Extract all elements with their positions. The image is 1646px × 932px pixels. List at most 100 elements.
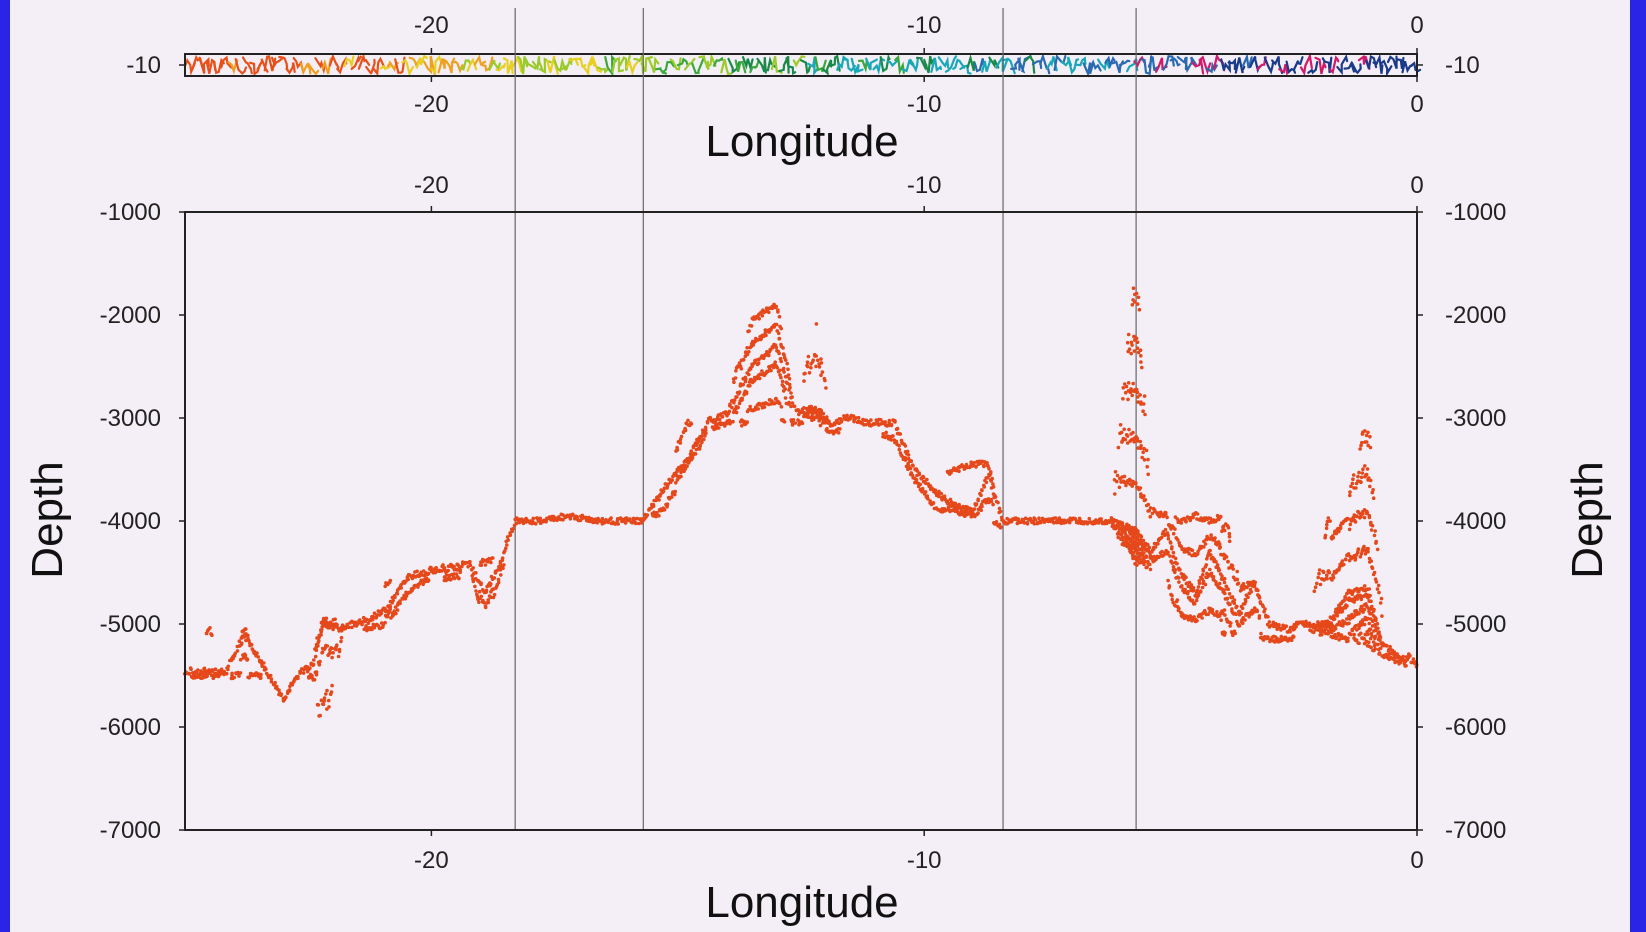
depth-point: [312, 658, 316, 662]
depth-point: [745, 390, 749, 394]
depth-point: [509, 533, 513, 537]
depth-point: [1231, 567, 1235, 571]
depth-point: [292, 680, 296, 684]
depth-point: [1225, 555, 1229, 559]
depth-point: [1136, 346, 1140, 350]
depth-point: [821, 370, 825, 374]
contour-line: [692, 59, 703, 73]
depth-point: [1127, 333, 1131, 337]
depth-point: [1122, 386, 1126, 390]
depth-point: [325, 689, 329, 693]
depth-point: [469, 563, 473, 567]
depth-point: [822, 412, 826, 416]
depth-point: [1142, 551, 1146, 555]
depth-y-tick-label-left: -7000: [100, 817, 161, 844]
depth-point: [884, 431, 888, 435]
depth-point: [1351, 477, 1355, 481]
depth-point: [1328, 571, 1332, 575]
depth-point: [1313, 589, 1317, 593]
depth-point: [975, 502, 979, 506]
depth-point: [806, 365, 810, 369]
depth-point: [744, 377, 748, 381]
depth-point: [484, 606, 488, 610]
depth-point: [1347, 622, 1351, 626]
contour-strip-x-tick-label-top: 0: [1410, 12, 1423, 39]
depth-point: [1228, 535, 1232, 539]
depth-point: [1404, 664, 1408, 668]
depth-point: [1259, 632, 1263, 636]
depth-point: [1241, 622, 1245, 626]
depth-point: [1359, 480, 1363, 484]
depth-point: [280, 692, 284, 696]
depth-y-tick-label-left: -3000: [100, 405, 161, 432]
depth-point: [747, 350, 751, 354]
depth-point: [1141, 451, 1145, 455]
depth-point: [308, 666, 312, 670]
depth-point: [299, 670, 303, 674]
depth-point: [1336, 614, 1340, 618]
depth-point: [1136, 340, 1140, 344]
depth-point: [1363, 584, 1367, 588]
depth-point: [1368, 516, 1372, 520]
depth-point: [1175, 562, 1179, 566]
depth-point: [673, 490, 677, 494]
depth-point: [1363, 429, 1367, 433]
depth-point: [388, 607, 392, 611]
depth-point: [1208, 549, 1212, 553]
depth-point: [1130, 343, 1134, 347]
depth-y-tick-label-right: -1000: [1445, 199, 1506, 226]
depth-point: [1209, 553, 1213, 557]
depth-point: [1126, 398, 1130, 402]
depth-point: [675, 446, 679, 450]
depth-point: [1235, 570, 1239, 574]
depth-point: [1319, 583, 1323, 587]
depth-plot-ticks: -20-20-10-1000-1000 -1000-2000 -2000-3000-…: [100, 172, 1507, 874]
depth-point: [1136, 437, 1140, 441]
depth-point: [333, 617, 337, 621]
depth-point: [718, 418, 722, 422]
depth-point: [250, 643, 254, 647]
depth-point: [1034, 518, 1038, 522]
depth-point: [1363, 623, 1367, 627]
depth-point: [511, 527, 515, 531]
depth-point: [750, 324, 754, 328]
depth-point: [1128, 347, 1132, 351]
depth-point: [1373, 647, 1377, 651]
depth-point: [893, 420, 897, 424]
depth-point: [1178, 568, 1182, 572]
depth-point: [458, 571, 462, 575]
depth-point: [1039, 521, 1043, 525]
depth-point: [532, 517, 536, 521]
depth-point: [1214, 560, 1218, 564]
depth-point: [1172, 532, 1176, 536]
depth-point: [1332, 536, 1336, 540]
depth-point: [1354, 556, 1358, 560]
depth-point: [1318, 568, 1322, 572]
depth-point: [734, 369, 738, 373]
depth-point: [323, 696, 327, 700]
depth-point: [1154, 545, 1158, 549]
depth-point: [657, 514, 661, 518]
depth-point: [1349, 523, 1353, 527]
depth-point: [694, 452, 698, 456]
depth-point: [1369, 479, 1373, 483]
depth-point: [1202, 569, 1206, 573]
depth-point: [999, 525, 1003, 529]
depth-point: [1180, 521, 1184, 525]
depth-point: [518, 521, 522, 525]
depth-point: [1184, 576, 1188, 580]
depth-point: [1219, 515, 1223, 519]
depth-point: [1141, 409, 1145, 413]
depth-point: [386, 615, 390, 619]
depth-point: [1363, 516, 1367, 520]
depth-point: [1166, 551, 1170, 555]
depth-point: [779, 360, 783, 364]
depth-point: [721, 415, 725, 419]
depth-point: [335, 623, 339, 627]
depth-point: [1369, 559, 1373, 563]
depth-point: [690, 449, 694, 453]
depth-point: [1372, 496, 1376, 500]
depth-point: [919, 483, 923, 487]
depth-point: [468, 560, 472, 564]
depth-point: [996, 501, 1000, 505]
